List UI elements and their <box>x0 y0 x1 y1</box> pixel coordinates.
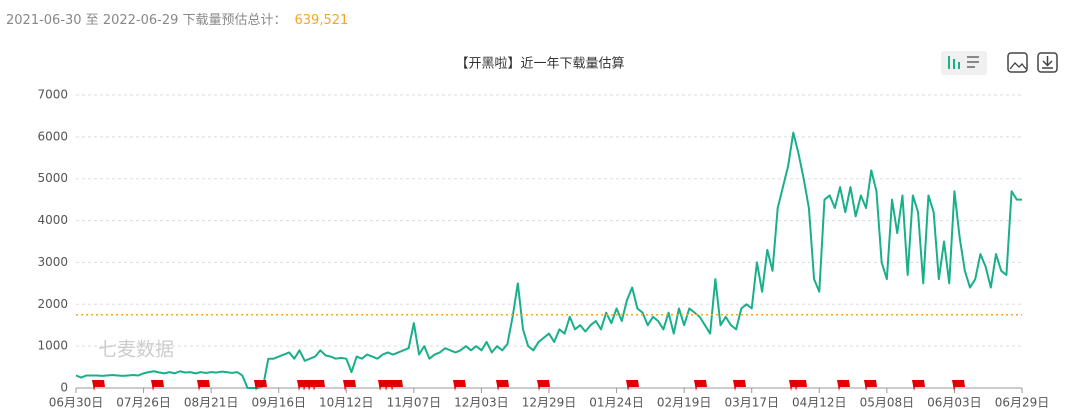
toolbar <box>941 51 1058 75</box>
y-tick-label: 4000 <box>37 213 68 227</box>
x-tick-label: 07月26日 <box>116 396 171 410</box>
event-flag <box>453 380 466 391</box>
y-tick-label: 7000 <box>37 88 68 102</box>
event-flag <box>197 380 210 391</box>
event-flag <box>343 380 356 391</box>
x-tick-label: 12月03日 <box>454 396 509 410</box>
x-tick-label: 06月30日 <box>49 396 104 410</box>
y-tick-label: 1000 <box>37 339 68 353</box>
event-flag <box>952 380 965 391</box>
x-tick-label: 01月24日 <box>589 396 644 410</box>
icon <box>967 56 979 68</box>
x-tick-label: 09月16日 <box>251 396 306 410</box>
y-tick-label: 5000 <box>37 171 68 185</box>
x-tick-label: 12月29日 <box>522 396 577 410</box>
download-button[interactable] <box>1037 52 1058 73</box>
event-flag <box>912 380 925 391</box>
watermark: 七麦数据 <box>98 339 174 361</box>
event-flag <box>151 380 164 391</box>
icon <box>948 56 950 69</box>
icon <box>1009 62 1027 70</box>
x-tick-label: 06月03日 <box>927 396 982 410</box>
event-flag <box>794 380 807 391</box>
icon <box>958 62 960 69</box>
x-tick-label: 10月12日 <box>319 396 374 410</box>
x-tick-label: 11月07日 <box>387 396 442 410</box>
x-tick-label: 05月08日 <box>860 396 915 410</box>
chart-title: 【开黑啦】近一年下载量估算 <box>455 57 624 72</box>
y-tick-label: 6000 <box>37 129 68 143</box>
summary-label: 2021-06-30 至 2022-06-29 下载量预估总计： <box>6 13 287 28</box>
line-series <box>75 131 1022 389</box>
event-flag <box>537 380 550 391</box>
event-flag <box>92 380 105 391</box>
icon <box>1042 56 1053 69</box>
event-flag <box>694 380 707 391</box>
event-flag <box>312 380 325 391</box>
y-tick-label: 0 <box>60 381 68 395</box>
x-tick-label: 06月29日 <box>995 396 1050 410</box>
summary: 2021-06-30 至 2022-06-29 下载量预估总计： 639,521 <box>6 9 348 28</box>
event-flag <box>254 380 267 391</box>
x-tick-label: 03月17日 <box>724 396 779 410</box>
event-flag <box>496 380 509 391</box>
image-button[interactable] <box>1007 52 1028 73</box>
x-tick-label: 04月12日 <box>792 396 847 410</box>
y-tick-label: 2000 <box>37 297 68 311</box>
icon <box>953 59 955 69</box>
y-tick-label: 3000 <box>37 255 68 269</box>
event-flag <box>390 380 403 391</box>
x-tick-label: 02月19日 <box>657 396 712 410</box>
event-flag <box>733 380 746 391</box>
event-flag <box>626 380 639 391</box>
summary-total: 639,521 <box>294 13 349 28</box>
event-flag <box>837 380 850 391</box>
event-flag <box>864 380 877 391</box>
x-tick-label: 08月21日 <box>184 396 239 410</box>
chart-toggle[interactable] <box>941 51 987 75</box>
